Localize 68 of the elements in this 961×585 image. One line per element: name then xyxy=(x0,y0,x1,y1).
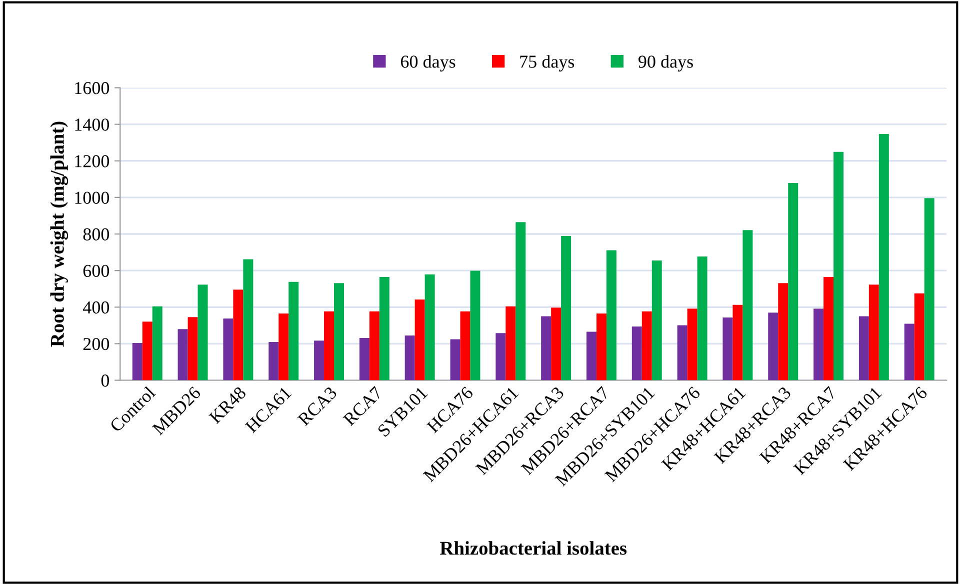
bar xyxy=(687,308,698,380)
bar xyxy=(369,311,380,380)
x-axis-title: Rhizobacterial isolates xyxy=(440,541,627,555)
y-tick-label: 600 xyxy=(83,264,110,278)
bar xyxy=(268,342,279,380)
bar xyxy=(424,274,435,380)
bar xyxy=(596,314,606,380)
bar xyxy=(334,283,344,380)
y-tick-label: 0 xyxy=(101,374,110,387)
bar xyxy=(642,311,652,380)
y-tick-label: 1000 xyxy=(75,192,110,204)
bar xyxy=(904,324,914,380)
bar xyxy=(697,256,708,380)
bar xyxy=(152,306,162,380)
bar xyxy=(450,339,460,380)
bar xyxy=(278,314,289,380)
bar xyxy=(178,329,188,380)
y-tick-label: 1400 xyxy=(75,118,110,131)
bar xyxy=(561,236,572,380)
bar xyxy=(223,318,234,380)
bar xyxy=(470,270,480,380)
bar xyxy=(924,198,934,380)
bar xyxy=(677,325,688,380)
bar xyxy=(379,276,390,380)
y-tick-label: 1600 xyxy=(75,82,110,94)
bar xyxy=(288,282,299,380)
legend-label: 90 days xyxy=(638,55,693,72)
bar xyxy=(551,308,562,380)
bar xyxy=(722,318,733,380)
bar xyxy=(632,326,642,380)
bar xyxy=(460,311,470,380)
bar xyxy=(516,222,526,380)
bar xyxy=(506,306,516,380)
bar xyxy=(586,332,596,380)
bar xyxy=(732,304,743,380)
bar xyxy=(914,293,924,380)
y-tick-label: 800 xyxy=(83,228,110,240)
bar xyxy=(824,276,834,380)
bar xyxy=(324,311,334,380)
bar xyxy=(496,333,506,380)
bar xyxy=(142,322,152,380)
legend-label: 75 days xyxy=(520,55,574,72)
y-tick-label: 1200 xyxy=(75,155,110,168)
bar xyxy=(834,152,844,380)
bar xyxy=(414,299,425,380)
bar xyxy=(778,283,788,380)
bar xyxy=(768,312,778,380)
bar xyxy=(233,290,244,380)
bar xyxy=(404,335,415,380)
bar xyxy=(198,284,208,380)
bar xyxy=(541,316,552,380)
bar xyxy=(858,316,869,380)
bar xyxy=(132,342,142,380)
bar xyxy=(314,340,324,380)
bar xyxy=(606,250,616,380)
bar xyxy=(814,308,824,380)
legend-label: 60 days xyxy=(400,55,456,72)
y-tick-label: 200 xyxy=(83,338,110,350)
y-tick-label: 400 xyxy=(82,301,110,314)
bar xyxy=(788,182,798,380)
bar xyxy=(742,230,753,380)
bar xyxy=(878,134,889,380)
y-axis-title: Root dry weight (mg/plant) xyxy=(50,122,68,347)
bar xyxy=(243,259,254,380)
bar xyxy=(359,338,370,380)
bar xyxy=(652,260,662,380)
bar xyxy=(188,317,198,380)
bar xyxy=(868,284,879,380)
